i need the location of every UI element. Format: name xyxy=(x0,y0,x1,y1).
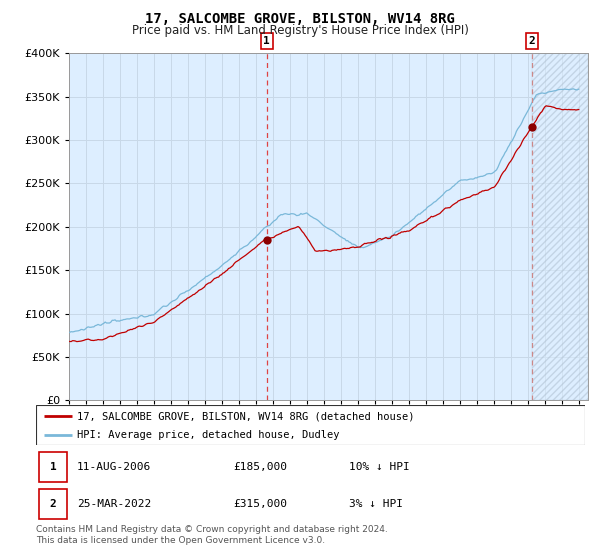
Text: 10% ↓ HPI: 10% ↓ HPI xyxy=(349,462,410,472)
Text: 1: 1 xyxy=(263,36,270,46)
Text: 11-AUG-2006: 11-AUG-2006 xyxy=(77,462,151,472)
Text: Price paid vs. HM Land Registry's House Price Index (HPI): Price paid vs. HM Land Registry's House … xyxy=(131,24,469,37)
Text: 17, SALCOMBE GROVE, BILSTON, WV14 8RG (detached house): 17, SALCOMBE GROVE, BILSTON, WV14 8RG (d… xyxy=(77,411,415,421)
Text: 1: 1 xyxy=(50,462,56,472)
Bar xyxy=(532,53,588,400)
FancyBboxPatch shape xyxy=(36,405,585,445)
Text: Contains HM Land Registry data © Crown copyright and database right 2024.
This d: Contains HM Land Registry data © Crown c… xyxy=(36,525,388,545)
Text: 2: 2 xyxy=(50,500,56,509)
Text: £315,000: £315,000 xyxy=(233,500,287,509)
Text: 17, SALCOMBE GROVE, BILSTON, WV14 8RG: 17, SALCOMBE GROVE, BILSTON, WV14 8RG xyxy=(145,12,455,26)
FancyBboxPatch shape xyxy=(39,452,67,482)
Text: £185,000: £185,000 xyxy=(233,462,287,472)
Text: HPI: Average price, detached house, Dudley: HPI: Average price, detached house, Dudl… xyxy=(77,430,340,440)
FancyBboxPatch shape xyxy=(39,489,67,519)
Text: 3% ↓ HPI: 3% ↓ HPI xyxy=(349,500,403,509)
Text: 25-MAR-2022: 25-MAR-2022 xyxy=(77,500,151,509)
Text: 2: 2 xyxy=(529,36,535,46)
